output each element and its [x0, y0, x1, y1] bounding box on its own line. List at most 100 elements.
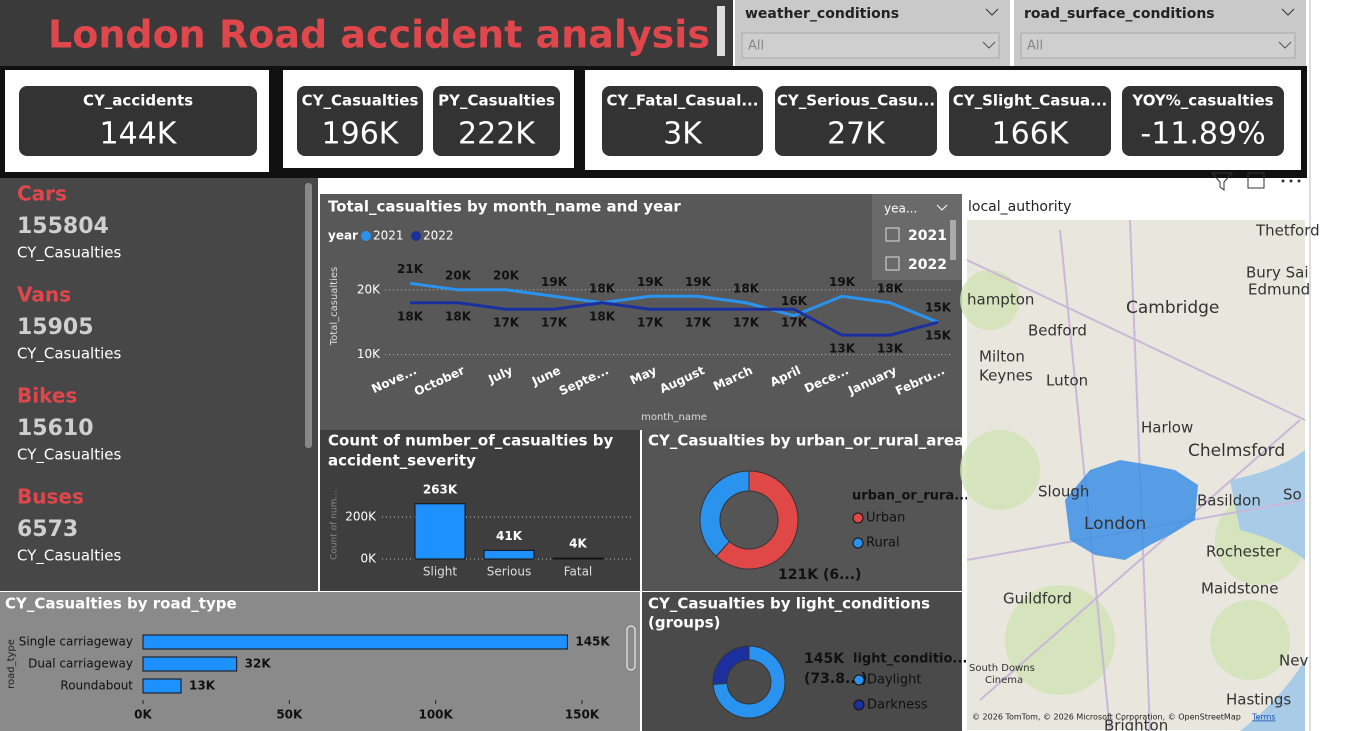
x-axis-label: month_name [641, 412, 707, 423]
kpi-label: YOY%_casualties [1131, 92, 1273, 110]
more-dot[interactable] [1281, 179, 1285, 183]
data-label: 21K [397, 262, 424, 276]
legend-entry: 2021 [373, 229, 404, 243]
line-series [410, 301, 939, 337]
map-attribution: © 2026 TomTom, © 2026 Microsoft Corporat… [972, 713, 1241, 722]
cards-panel [0, 178, 318, 591]
legend-swatch [411, 231, 421, 241]
map-place: Luton [1046, 372, 1088, 390]
chart-title: CY_Casualties by road_type [5, 595, 237, 613]
data-label: 17K [781, 316, 808, 330]
filter-icon[interactable] [1210, 172, 1234, 191]
legend-swatch [853, 674, 865, 686]
data-label: 17K [637, 316, 664, 330]
map-place: South Downs [969, 663, 1035, 674]
slicer-title: yea... [884, 202, 917, 216]
map-road [979, 419, 1301, 701]
y-tick-label: 0K [360, 552, 377, 566]
data-label: 18K [397, 309, 424, 323]
bar [552, 557, 604, 560]
x-tick-label: 50K [276, 708, 303, 722]
x-tick-label: Slight [423, 565, 458, 579]
london-area [1065, 460, 1198, 560]
data-label: 13K [829, 342, 856, 356]
legend-title: urban_or_rura... [852, 489, 969, 504]
vehicle-value: 15905 [17, 315, 94, 340]
data-label: 4K [569, 537, 587, 551]
kpi-label: CY_Slight_Casua... [953, 92, 1108, 110]
line-panel [320, 194, 962, 430]
map-place: Harlow [1141, 419, 1193, 437]
filter-value: All [1027, 39, 1043, 54]
map-place: London [1084, 514, 1146, 534]
vehicle-name: Bikes [17, 384, 77, 408]
filter-dropdown[interactable] [1020, 32, 1296, 59]
gap-top [318, 178, 1308, 194]
chart-title: Total_casualties by month_name and year [328, 198, 681, 216]
data-label: 18K [877, 281, 904, 295]
data-label: 17K [493, 316, 520, 330]
bar [142, 678, 182, 694]
slicer-checkbox[interactable] [885, 256, 900, 271]
donut-slice [699, 470, 750, 557]
kpi-card [602, 86, 763, 156]
legend-title: year [328, 229, 358, 243]
map-title: local_authority [968, 199, 1071, 215]
data-label: 20K [493, 268, 520, 282]
legend-entry: Urban [866, 511, 905, 526]
more-dot[interactable] [1289, 179, 1293, 183]
kpi-value: 27K [827, 117, 886, 152]
header-divider [717, 6, 725, 56]
data-label: 19K [637, 275, 664, 289]
kpi-label: CY_accidents [83, 92, 193, 110]
map-green [1210, 600, 1290, 680]
map-place: Thetford [1255, 222, 1320, 240]
slicer-checkbox[interactable] [885, 227, 900, 242]
sev-panel [320, 430, 640, 591]
filter-label: road_surface_conditions [1024, 6, 1215, 22]
dashboard-title: London Road accident analysis [48, 13, 710, 57]
map-green [960, 270, 1020, 330]
data-label: 32K [245, 657, 272, 671]
map-place: Keynes [979, 367, 1033, 385]
slicer [872, 194, 962, 280]
x-tick-label: 150K [565, 708, 600, 722]
map-terms: Terms [1251, 713, 1276, 722]
data-label: 17K [685, 316, 712, 330]
map-place: Chelmsford [1188, 441, 1285, 461]
kpi-label: PY_Casualties [438, 92, 555, 110]
kpi-card [1122, 86, 1284, 156]
kpi-label: CY_Fatal_Casual... [607, 92, 759, 110]
slicer-option: 2022 [908, 257, 947, 273]
map-place: Guildford [1003, 590, 1072, 608]
vehicle-measure: CY_Casualties [17, 446, 121, 465]
scrollbar[interactable] [626, 625, 636, 671]
data-label: 18K [589, 309, 616, 323]
focus-icon[interactable] [1247, 172, 1265, 189]
filter-dropdown[interactable] [741, 32, 1000, 59]
data-label: 19K [829, 275, 856, 289]
kpi-label: CY_Casualties [302, 92, 419, 110]
chevron [985, 8, 999, 16]
data-label: 20K [445, 268, 472, 282]
data-label: 18K [445, 309, 472, 323]
data-label: 19K [541, 275, 568, 289]
donut-slice [712, 645, 750, 685]
data-label: 13K [189, 679, 216, 693]
donut-slice [712, 645, 786, 719]
chevron [982, 41, 996, 49]
road-panel [0, 592, 640, 731]
scrollbar[interactable] [305, 183, 312, 448]
map-place: Cinema [985, 675, 1023, 686]
data-label: 15K [925, 329, 952, 343]
legend-title: light_conditio... [853, 652, 967, 667]
map-green [1005, 585, 1115, 695]
legend-swatch [852, 537, 864, 549]
data-label: 121K (6...) [778, 567, 861, 583]
kpi-card [775, 86, 937, 156]
data-label: 41K [496, 529, 523, 543]
map-place: Slough [1038, 483, 1089, 501]
map-road [966, 259, 1306, 421]
more-dot[interactable] [1297, 179, 1301, 183]
